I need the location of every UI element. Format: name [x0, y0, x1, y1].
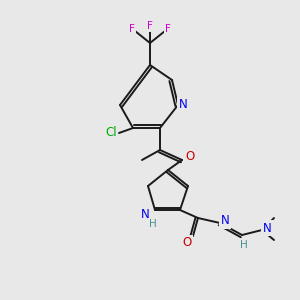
Text: H: H: [240, 240, 248, 250]
Text: N: N: [262, 221, 272, 235]
Text: O: O: [182, 236, 192, 250]
Text: H: H: [149, 219, 157, 229]
Text: N: N: [141, 208, 149, 221]
Text: F: F: [165, 24, 171, 34]
Text: Cl: Cl: [105, 127, 117, 140]
Text: N: N: [220, 214, 230, 227]
Text: O: O: [185, 151, 195, 164]
Text: N: N: [178, 98, 188, 112]
Text: F: F: [147, 21, 153, 31]
Text: F: F: [129, 24, 135, 34]
